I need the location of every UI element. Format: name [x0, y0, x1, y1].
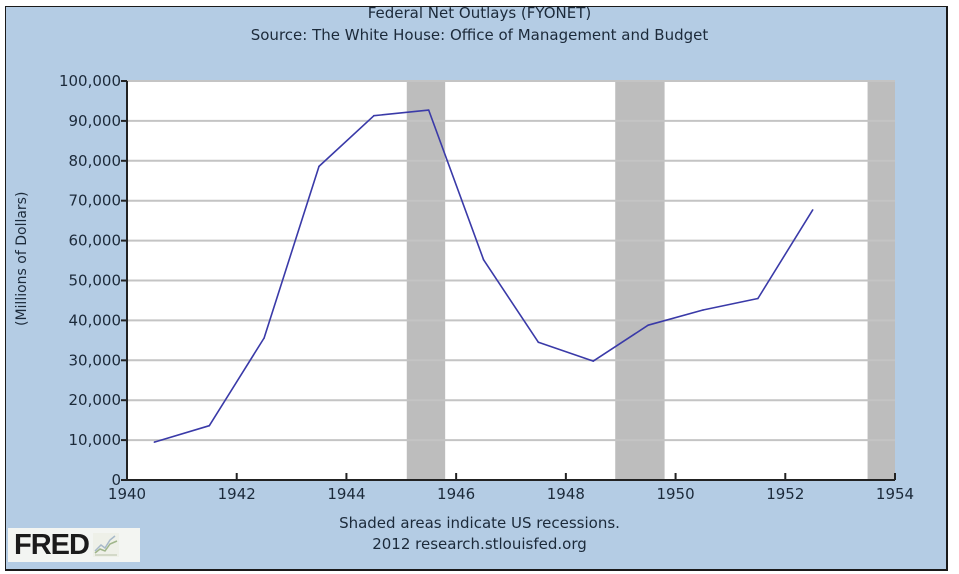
x-tick-label: 1948 — [547, 485, 585, 503]
y-tick-label: 30,000 — [69, 351, 122, 369]
y-tick-label: 100,000 — [59, 72, 121, 90]
data-point — [427, 109, 430, 111]
recession-note: Shaded areas indicate US recessions. — [339, 514, 620, 532]
y-tick-label: 10,000 — [69, 431, 122, 449]
data-point — [153, 441, 156, 443]
y-tick-label: 40,000 — [69, 311, 122, 329]
x-tick-label: 1946 — [437, 485, 475, 503]
fred-logo[interactable]: FRED — [8, 528, 140, 562]
data-point — [647, 324, 649, 326]
x-tick-label: 1952 — [766, 485, 804, 503]
chart-title: Federal Net Outlays (FYONET) — [367, 4, 592, 22]
y-tick-label: 0 — [111, 471, 121, 489]
y-tick-label: 20,000 — [69, 391, 122, 409]
data-point — [757, 297, 759, 300]
gridlines — [127, 80, 895, 442]
chart-subtitle: Source: The White House: Office of Manag… — [250, 26, 709, 44]
fred-logo-text: FRED — [14, 528, 90, 561]
x-tick-label: 1942 — [218, 485, 256, 503]
data-point — [592, 360, 595, 362]
y-tick-label: 50,000 — [69, 272, 122, 290]
y-tick-label: 70,000 — [69, 192, 122, 210]
series-layer — [153, 109, 814, 443]
x-tick-label: 1944 — [327, 485, 365, 503]
data-point — [208, 424, 211, 427]
credit-link[interactable]: 2012 research.stlouisfed.org — [372, 535, 587, 553]
data-point — [537, 341, 540, 344]
data-point — [811, 209, 814, 211]
data-point — [373, 114, 375, 117]
data-point — [482, 258, 485, 261]
x-tick-label: 1950 — [656, 485, 694, 503]
axes — [121, 80, 896, 481]
y-tick-label: 90,000 — [69, 112, 122, 130]
y-tick-label: 60,000 — [69, 232, 122, 250]
data-point — [318, 165, 320, 168]
x-tick-label: 1940 — [108, 485, 146, 503]
tick-labels: 0 10,000 20,000 30,000 40,000 50,000 60,000 70,… — [59, 72, 914, 503]
y-tick-label: 80,000 — [69, 152, 122, 170]
x-tick-label: 1954 — [876, 485, 914, 503]
data-point — [702, 309, 704, 311]
data-point — [263, 337, 265, 339]
y-axis-label: (Millions of Dollars) — [14, 192, 30, 326]
line-graph-icon — [92, 533, 119, 557]
